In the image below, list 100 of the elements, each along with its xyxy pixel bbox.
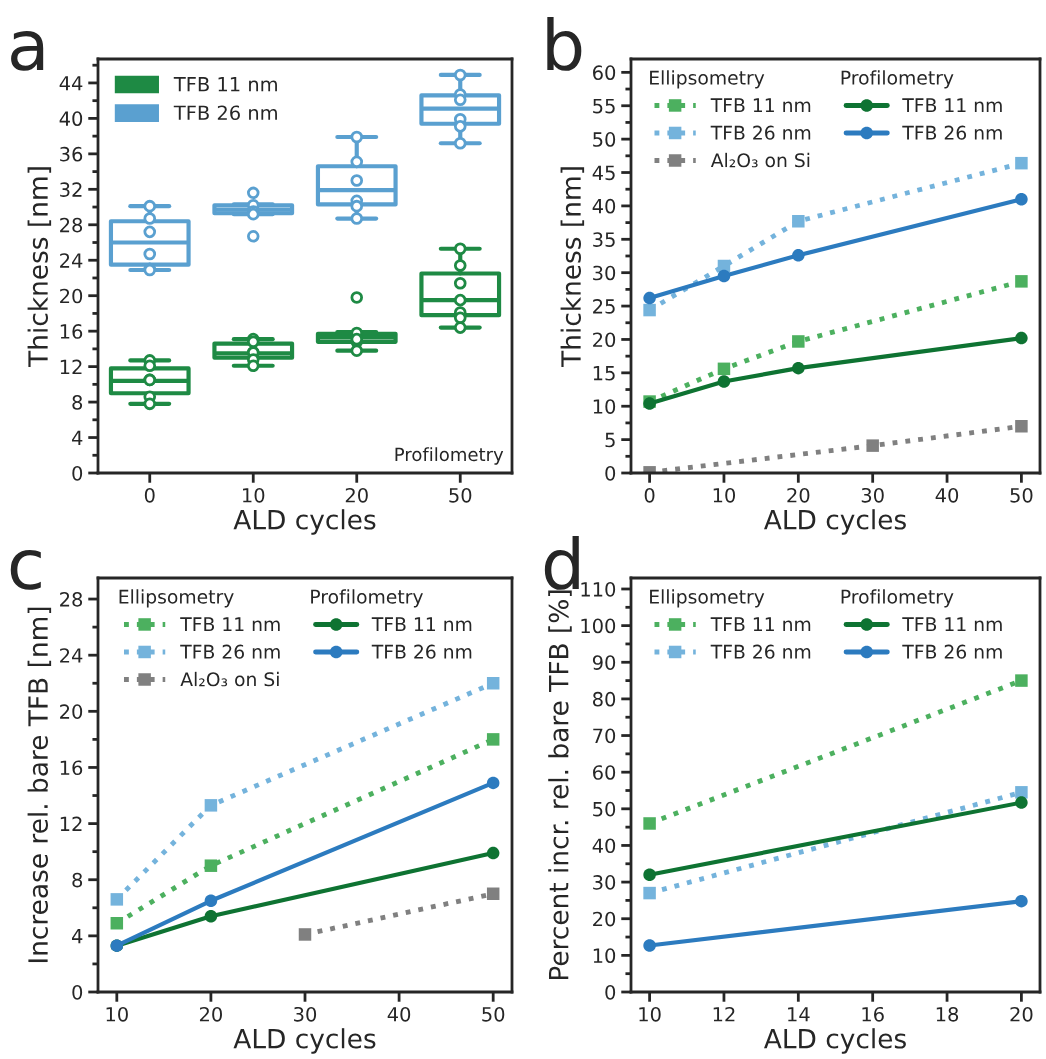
y-tick-label: 70 [593, 728, 616, 744]
legend-label: TFB 26 nm [902, 125, 1002, 140]
legend-label: Al₂O₃ on Si [180, 671, 279, 687]
y-tick-label: 35 [593, 232, 615, 247]
y-tick-label: 44 [59, 76, 83, 91]
y-tick-label: 24 [60, 253, 83, 268]
y-tick-label: 40 [592, 838, 616, 854]
legend-label: TFB 11 nm [902, 98, 1002, 113]
legend-label: TFB 26 nm [710, 125, 811, 140]
x-tick-label: 10 [713, 487, 736, 503]
y-tick-label: 24 [60, 648, 83, 663]
y-tick-label: 50 [593, 801, 616, 817]
x-tick-label: 20 [345, 487, 368, 503]
y-tick-label: 5 [605, 432, 615, 448]
annotation: Profilometry [841, 589, 954, 608]
y-tick-label: 36 [60, 146, 83, 162]
x-tick-label: 18 [936, 1006, 959, 1022]
x-tick-label: 10 [106, 1006, 128, 1022]
x-tick-label: 14 [788, 1007, 810, 1022]
legend-label: TFB 11 nm [173, 77, 277, 92]
y-tick-label: 32 [60, 182, 82, 197]
y-tick-label: 20 [60, 704, 83, 719]
x-tick-label: 16 [862, 1006, 884, 1022]
y-tick-label: 15 [593, 366, 615, 381]
x-tick-label: 20 [787, 487, 810, 503]
y-tick-label: 12 [60, 359, 82, 375]
y-axis-title: Increase rel. bare TFB [nm] [27, 607, 52, 963]
y-tick-label: 0 [605, 465, 616, 481]
x-axis-title: ALD cycles [233, 509, 376, 535]
y-tick-label: 16 [60, 324, 83, 339]
x-tick-label: 30 [294, 1006, 317, 1022]
y-axis-title: Thickness [nm] [27, 167, 52, 367]
y-tick-label: 0 [72, 984, 83, 1000]
y-tick-label: 30 [593, 875, 616, 890]
x-tick-label: 40 [935, 487, 959, 503]
x-tick-label: 50 [1010, 487, 1033, 503]
y-tick-label: 100 [581, 618, 616, 634]
x-tick-label: 0 [144, 487, 155, 503]
y-tick-label: 10 [593, 399, 616, 414]
y-tick-label: 8 [72, 395, 83, 410]
y-tick-label: 16 [60, 760, 83, 776]
y-tick-label: 28 [60, 217, 83, 233]
x-tick-label: 50 [449, 487, 472, 503]
legend-label: TFB 26 nm [902, 644, 1002, 659]
annotation: Profilometry [395, 447, 504, 465]
legend-label: TFB 11 nm [710, 98, 811, 113]
chart-title: d [544, 536, 579, 590]
y-tick-label: 0 [72, 465, 83, 481]
y-axis-title: Percent incr. rel. bare TFB [%] [548, 590, 572, 980]
y-tick-label: 110 [581, 581, 616, 597]
y-tick-label: 12 [60, 816, 82, 831]
legend-label: TFB 26 nm [173, 105, 277, 121]
legend-label: TFB 11 nm [710, 617, 811, 632]
y-tick-label: 4 [72, 430, 83, 445]
x-tick-label: 50 [482, 1006, 505, 1022]
legend-label: TFB 11 nm [371, 617, 472, 632]
annotation: Profilometry [311, 589, 423, 608]
legend-label: TFB 11 nm [902, 617, 1002, 632]
y-tick-label: 20 [60, 288, 83, 304]
x-tick-label: 20 [199, 1006, 222, 1022]
y-tick-label: 28 [60, 592, 83, 607]
legend-label: Al₂O₃ on Si [710, 152, 810, 168]
legend-label: TFB 26 nm [710, 644, 811, 659]
chart-title: a [11, 30, 44, 71]
y-tick-label: 8 [72, 872, 83, 888]
y-tick-label: 60 [593, 765, 616, 780]
y-tick-label: 40 [59, 111, 83, 127]
y-tick-label: 20 [593, 332, 616, 348]
y-tick-label: 25 [593, 299, 615, 314]
y-tick-label: 4 [72, 929, 83, 944]
y-tick-label: 80 [592, 691, 616, 707]
x-axis-title: ALD cycles [764, 509, 906, 535]
x-tick-label: 10 [639, 1006, 661, 1022]
y-tick-label: 90 [592, 655, 616, 670]
y-tick-label: 30 [593, 265, 616, 281]
x-tick-label: 20 [1010, 1006, 1033, 1022]
chart-title: b [547, 17, 582, 71]
y-tick-label: 10 [593, 948, 616, 964]
x-tick-label: 30 [861, 487, 884, 503]
y-tick-label: 55 [593, 98, 615, 114]
x-tick-label: 0 [644, 487, 655, 503]
legend-label: TFB 11 nm [180, 617, 280, 632]
annotation: Profilometry [841, 70, 954, 89]
annotation: Ellipsometry [650, 589, 765, 608]
x-tick-label: 12 [713, 1006, 735, 1022]
annotation: Ellipsometry [119, 589, 234, 608]
annotation: Ellipsometry [650, 70, 765, 89]
chart-title: c [10, 549, 41, 590]
y-axis-title: Thickness [nm] [560, 167, 585, 367]
legend-label: TFB 26 nm [371, 644, 472, 659]
y-tick-label: 20 [593, 911, 616, 927]
y-tick-label: 60 [593, 65, 616, 81]
y-tick-label: 45 [592, 165, 615, 181]
x-axis-title: ALD cycles [764, 1028, 906, 1054]
x-tick-label: 40 [387, 1006, 411, 1022]
legend-label: TFB 26 nm [180, 644, 280, 659]
y-tick-label: 0 [605, 984, 616, 1000]
y-tick-label: 40 [592, 198, 616, 214]
y-tick-label: 50 [593, 132, 616, 147]
x-tick-label: 10 [243, 487, 265, 503]
